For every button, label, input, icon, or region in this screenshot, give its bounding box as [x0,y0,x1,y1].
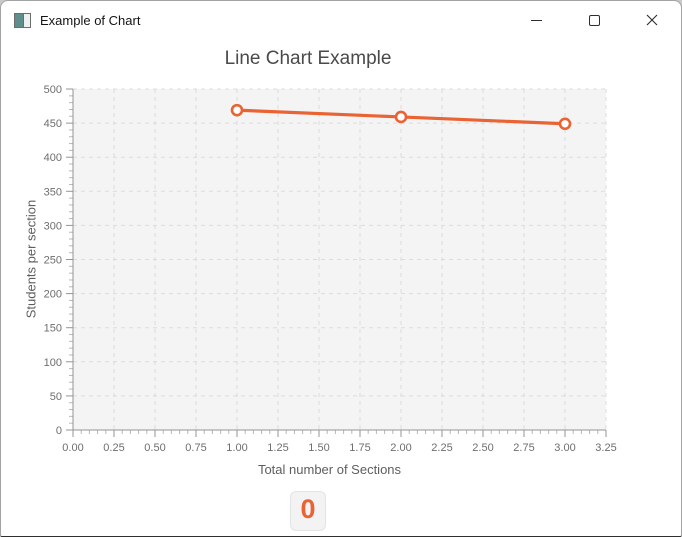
svg-text:350: 350 [44,186,62,198]
svg-text:2.25: 2.25 [431,442,452,454]
close-icon [646,14,658,26]
svg-text:0.00: 0.00 [62,442,83,454]
chart-title: Line Chart Example [224,48,392,69]
svg-text:100: 100 [44,357,62,369]
svg-text:1.25: 1.25 [267,442,288,454]
close-button[interactable] [623,1,681,39]
chart-legend: 0 [1,491,615,531]
svg-text:0.75: 0.75 [185,442,206,454]
svg-text:150: 150 [44,323,62,335]
svg-text:1.50: 1.50 [308,442,329,454]
title-bar: Example of Chart [1,1,681,39]
minimize-icon [530,19,542,21]
svg-text:3.00: 3.00 [554,442,575,454]
gridlines [73,88,607,430]
svg-text:300: 300 [44,220,62,232]
svg-text:2.75: 2.75 [513,442,534,454]
data-point-marker [394,110,408,124]
svg-text:500: 500 [44,84,62,96]
svg-text:0.50: 0.50 [144,442,165,454]
svg-text:200: 200 [44,289,62,301]
svg-text:250: 250 [44,255,62,267]
svg-text:2.50: 2.50 [472,442,493,454]
chart-plot-area: 0 50 100 150 200 250 300 350 400 450 500 0.00 0.25 0.… [44,84,617,454]
data-point-marker [230,103,244,117]
svg-text:50: 50 [50,391,62,403]
tick-labels: 0 50 100 150 200 250 300 350 400 450 500 0.00 0.25 0.… [44,84,617,454]
svg-text:1.75: 1.75 [349,442,370,454]
legend-item-label: 0 [290,491,326,531]
svg-text:0: 0 [56,425,62,437]
minor-tick-marks [69,95,599,434]
maximize-icon [588,14,600,26]
svg-text:1.00: 1.00 [226,442,247,454]
major-tick-marks [66,88,607,437]
svg-text:2.00: 2.00 [390,442,411,454]
data-point-marker [558,117,572,131]
maximize-button[interactable] [565,1,623,39]
app-icon [14,12,31,28]
svg-text:3.25: 3.25 [595,442,616,454]
window-title: Example of Chart [40,12,141,28]
svg-text:400: 400 [44,152,62,164]
svg-text:0.25: 0.25 [103,442,124,454]
minimize-button[interactable] [507,1,565,39]
app-icon-left-pane [15,13,24,27]
window-controls [507,1,681,39]
svg-text:450: 450 [44,118,62,130]
x-axis-label: Total number of Sections [257,462,402,477]
app-icon-right-pane [24,13,30,27]
